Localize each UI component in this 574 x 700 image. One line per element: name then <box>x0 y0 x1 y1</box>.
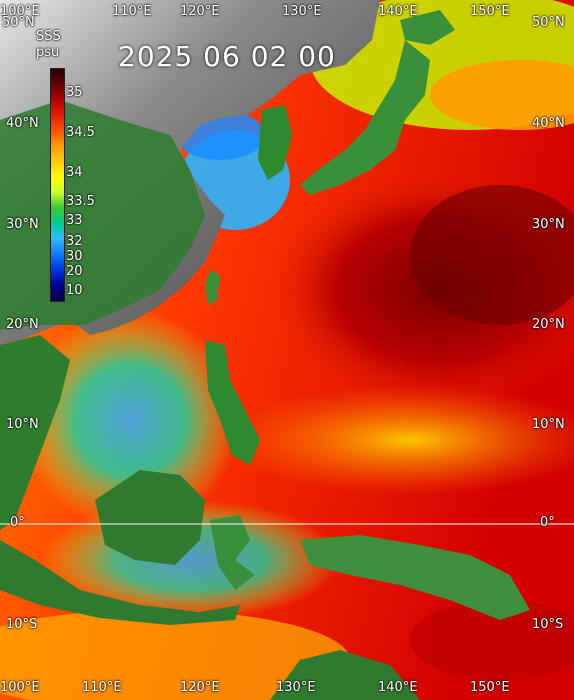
timestamp: 2025 06 02 00 <box>118 40 336 73</box>
japan <box>300 40 430 195</box>
lon-label-top: 140°E <box>378 4 418 19</box>
lat-label-right: 10°N <box>532 417 565 432</box>
new-guinea <box>300 535 530 620</box>
legend-tick: 20 <box>66 264 83 279</box>
lon-label-top: 130°E <box>282 4 322 19</box>
lon-label-bottom: 130°E <box>276 680 316 695</box>
lon-label-top: 120°E <box>180 4 220 19</box>
legend-tick: 34.5 <box>66 125 95 140</box>
legend-tick: 32 <box>66 234 83 249</box>
lat-label-left: 40°N <box>6 116 39 131</box>
lat-label-right: 20°N <box>532 317 565 332</box>
lat-label-right: 30°N <box>532 217 565 232</box>
lat-label-right: 10°S <box>532 617 564 632</box>
colorbar <box>50 68 65 302</box>
tropical-band <box>220 385 574 495</box>
indochina <box>0 335 70 530</box>
sulawesi <box>210 515 255 590</box>
legend-unit: psu <box>36 45 60 60</box>
lat-label-right: 0° <box>540 515 555 530</box>
lon-label-bottom: 110°E <box>82 680 122 695</box>
korea <box>258 105 292 180</box>
lon-label-top: 110°E <box>112 4 152 19</box>
philippines <box>205 340 260 465</box>
south-china-sea <box>20 310 240 530</box>
australia <box>270 650 420 700</box>
lon-label-top: 150°E <box>470 4 510 19</box>
lon-label-bottom: 140°E <box>378 680 418 695</box>
lat-label-right: 50°N <box>532 15 565 30</box>
lon-label-bottom: 150°E <box>470 680 510 695</box>
legend-tick: 35 <box>66 85 83 100</box>
lat-label-left: 0° <box>10 515 25 530</box>
lat-label-left: 20°N <box>6 317 39 332</box>
lat-label-left: 30°N <box>6 217 39 232</box>
legend-tick: 33.5 <box>66 194 95 209</box>
java-sumatra <box>0 540 240 625</box>
lat-label-left: 10°N <box>6 417 39 432</box>
legend-tick: 34 <box>66 165 83 180</box>
borneo <box>95 470 205 565</box>
lat-label-left: 50°N <box>2 15 35 30</box>
lon-label-bottom: 120°E <box>180 680 220 695</box>
legend-tick: 30 <box>66 249 83 264</box>
legend-title: SSS <box>36 29 61 44</box>
lon-label-top: 100°E <box>0 4 40 19</box>
legend-tick: 33 <box>66 213 83 228</box>
legend-tick: 10 <box>66 283 83 298</box>
taiwan <box>205 270 220 305</box>
lon-label-bottom: 100°E <box>0 680 40 695</box>
lat-label-left: 10°S <box>6 617 38 632</box>
lat-label-right: 40°N <box>532 116 565 131</box>
